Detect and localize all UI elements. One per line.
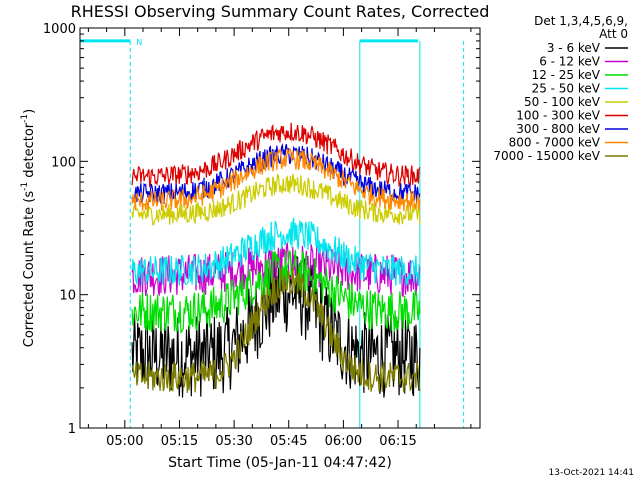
series-line-4 (131, 173, 421, 226)
series-line-5 (131, 122, 421, 188)
y-axis-label-sup2: -1 (20, 114, 30, 123)
series-line-3 (131, 217, 421, 287)
series-line-8 (131, 266, 421, 393)
series-line-7 (131, 147, 421, 212)
y-tick-label-2: 100 (51, 155, 76, 170)
y-tick-label-1: 10 (59, 289, 76, 304)
x-tick-label-1: 05:15 (161, 434, 198, 449)
plot-frame (79, 27, 481, 429)
chart-title: RHESSI Observing Summary Count Rates, Co… (71, 2, 490, 21)
timestamp: 13-Oct-2021 14:41 (549, 468, 634, 478)
legend-label-7: 800 - 7000 keV (509, 136, 601, 150)
legend-header-2: Att 0 (599, 27, 628, 41)
x-tick-label-2: 05:30 (215, 434, 252, 449)
legend-label-0: 3 - 6 keV (547, 41, 601, 55)
x-tick-label-4: 06:00 (325, 434, 362, 449)
legend-label-6: 300 - 800 keV (516, 122, 600, 136)
legend-label-3: 25 - 50 keV (532, 82, 601, 96)
y-axis-label-end: ) (22, 109, 37, 114)
x-tick-label-0: 05:00 (106, 434, 143, 449)
series-group (131, 122, 421, 398)
y-axis-label-mid: detector (22, 122, 37, 182)
legend-header-1: Det 1,3,4,5,6,9, (534, 14, 628, 28)
y-axis-label: Corrected Count Rate (s-1 detector-1) (20, 109, 37, 347)
legend-label-5: 100 - 300 keV (516, 109, 600, 123)
x-tick-label-3: 05:45 (270, 434, 307, 449)
flag-label-0: N (136, 38, 142, 47)
x-tick-label-5: 06:15 (379, 434, 416, 449)
y-tick-label-3: 1000 (43, 22, 76, 37)
series-line-2 (131, 249, 421, 334)
y-axis-label-main: Corrected Count Rate (s (22, 191, 37, 348)
x-axis-label: Start Time (05-Jan-11 04:47:42) (168, 455, 392, 471)
legend-label-4: 50 - 100 keV (524, 95, 601, 109)
legend-label-1: 6 - 12 keV (539, 55, 601, 69)
legend-label-2: 12 - 25 keV (532, 68, 601, 82)
y-tick-label-0: 1 (68, 422, 76, 437)
orbit-flags: N (80, 38, 419, 47)
legend-label-8: 7000 - 15000 keV (493, 149, 600, 163)
axes: 1 10 100 1000 05:00 05:15 05:30 05:45 06:00 06:15 (43, 22, 481, 449)
y-axis-label-sup1: -1 (20, 182, 30, 191)
